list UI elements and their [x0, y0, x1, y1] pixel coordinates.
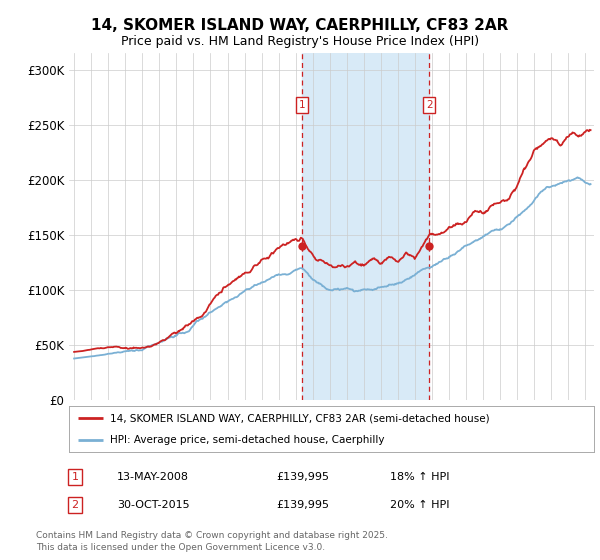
Text: 14, SKOMER ISLAND WAY, CAERPHILLY, CF83 2AR (semi-detached house): 14, SKOMER ISLAND WAY, CAERPHILLY, CF83 … [110, 413, 490, 423]
Text: 1: 1 [299, 100, 305, 110]
Text: 18% ↑ HPI: 18% ↑ HPI [390, 472, 449, 482]
Text: £139,995: £139,995 [276, 500, 329, 510]
Text: 13-MAY-2008: 13-MAY-2008 [117, 472, 189, 482]
Text: Contains HM Land Registry data © Crown copyright and database right 2025.
This d: Contains HM Land Registry data © Crown c… [36, 531, 388, 552]
Text: 30-OCT-2015: 30-OCT-2015 [117, 500, 190, 510]
Text: 1: 1 [71, 472, 79, 482]
Bar [302, 53, 429, 400]
Text: 2: 2 [426, 100, 433, 110]
Text: HPI: Average price, semi-detached house, Caerphilly: HPI: Average price, semi-detached house,… [110, 435, 385, 445]
Text: Price paid vs. HM Land Registry's House Price Index (HPI): Price paid vs. HM Land Registry's House … [121, 35, 479, 49]
Text: 20% ↑ HPI: 20% ↑ HPI [390, 500, 449, 510]
Text: 2: 2 [71, 500, 79, 510]
Text: £139,995: £139,995 [276, 472, 329, 482]
Text: 14, SKOMER ISLAND WAY, CAERPHILLY, CF83 2AR: 14, SKOMER ISLAND WAY, CAERPHILLY, CF83 … [91, 18, 509, 32]
